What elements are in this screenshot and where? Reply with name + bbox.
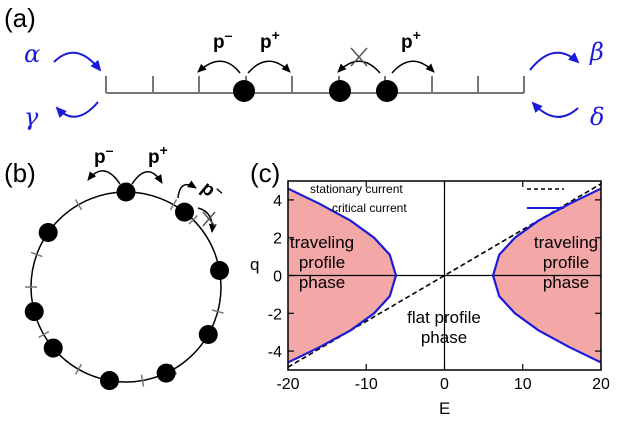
blocked-cross-icon — [350, 47, 368, 67]
p-plus-label-2: p+ — [401, 27, 421, 53]
ring-particle — [210, 261, 230, 281]
panel-c-label: (c) — [250, 158, 280, 188]
blocked-hop-arrow — [337, 60, 381, 74]
svg-text:profile: profile — [543, 253, 589, 272]
panel-a-label: (a) — [4, 3, 36, 33]
phase-diagram-plot — [287, 181, 602, 370]
svg-text:phase: phase — [543, 273, 589, 292]
hop-left-arrow — [197, 60, 241, 74]
svg-text:phase: phase — [421, 328, 467, 347]
x-tick-label: 10 — [514, 376, 532, 393]
svg-text:flat profile: flat profile — [407, 308, 481, 327]
critical-current-curve — [491, 187, 602, 364]
ring-particle — [156, 363, 176, 383]
ring-hop-back-arrow — [177, 180, 197, 199]
y-tick-label: 2 — [273, 231, 282, 248]
ring-tick — [188, 215, 198, 225]
hop-right-arrow-2 — [391, 60, 435, 74]
ring-particle — [24, 302, 44, 322]
ring-tick — [30, 251, 43, 258]
beta-removal-arrow — [529, 51, 580, 71]
x-tick-label: -20 — [276, 376, 299, 393]
svg-text:phase: phase — [299, 273, 345, 292]
ring-tick — [211, 309, 224, 314]
x-tick-label: -10 — [355, 376, 378, 393]
ring-blocked-cross-icon — [202, 211, 216, 227]
panel-b: (b) p– p+ p– — [4, 142, 230, 391]
y-axis-label: q — [250, 255, 259, 274]
y-tick-label: 0 — [273, 269, 282, 286]
y-tick-label: -4 — [268, 344, 282, 361]
ring-particle — [43, 338, 63, 358]
gamma-removal-arrow — [55, 101, 99, 118]
region-flat: flat profile phase — [407, 308, 481, 347]
panel-b-label: (b) — [4, 158, 36, 188]
ring-tick — [74, 363, 83, 375]
particle — [329, 80, 351, 102]
ring-blocked-arrow — [197, 207, 217, 233]
legend-critical-label: critical current — [332, 201, 407, 215]
delta-injection-arrow — [531, 101, 579, 118]
ring-p-minus-label: p– — [94, 142, 114, 168]
ring-particles — [24, 182, 230, 391]
ring-p-minus-label-2: p– — [197, 174, 229, 207]
hop-right-arrow — [247, 60, 291, 74]
critical-current-curve — [287, 187, 398, 364]
alpha-injection-arrow — [53, 51, 102, 72]
ring-tick — [74, 199, 83, 211]
legend: stationary current critical current — [310, 182, 564, 215]
ring-tick — [140, 374, 145, 387]
x-axis-label: E — [439, 399, 450, 418]
p-minus-label: p– — [213, 27, 233, 53]
ring-hop-right-arrow — [131, 171, 163, 185]
region-traveling-right: traveling profile phase — [534, 233, 598, 292]
ring-particle — [174, 202, 194, 222]
ring-p-plus-label: p+ — [148, 142, 168, 168]
y-tick-label: 4 — [273, 193, 282, 210]
svg-text:traveling: traveling — [290, 233, 354, 252]
region-traveling-left: traveling profile phase — [290, 233, 354, 292]
panel-c: (c) stationary current critical current … — [250, 158, 610, 418]
particle — [376, 80, 398, 102]
x-tick-label: 0 — [440, 376, 449, 393]
x-tick-label: 20 — [592, 376, 610, 393]
beta-label: β — [589, 38, 604, 66]
svg-text:profile: profile — [299, 253, 345, 272]
legend-stationary-label: stationary current — [310, 182, 403, 196]
ring-particle — [100, 371, 120, 391]
y-tick-label: -2 — [268, 306, 282, 323]
p-plus-label: p+ — [260, 27, 280, 53]
delta-label: δ — [590, 103, 604, 131]
gamma-label: γ — [24, 103, 39, 131]
particle — [233, 80, 255, 102]
ring-hop-left-arrow — [87, 170, 121, 185]
alpha-label: α — [24, 40, 40, 68]
svg-text:traveling: traveling — [534, 233, 598, 252]
ring-particle — [116, 182, 136, 202]
ring-tick — [169, 199, 178, 211]
ring-particle — [198, 325, 218, 344]
lattice-ticks — [105, 76, 525, 93]
panel-a: (a) p– p+ p+ — [4, 3, 604, 131]
ring-tick — [38, 330, 50, 339]
ring-particle — [38, 223, 58, 243]
